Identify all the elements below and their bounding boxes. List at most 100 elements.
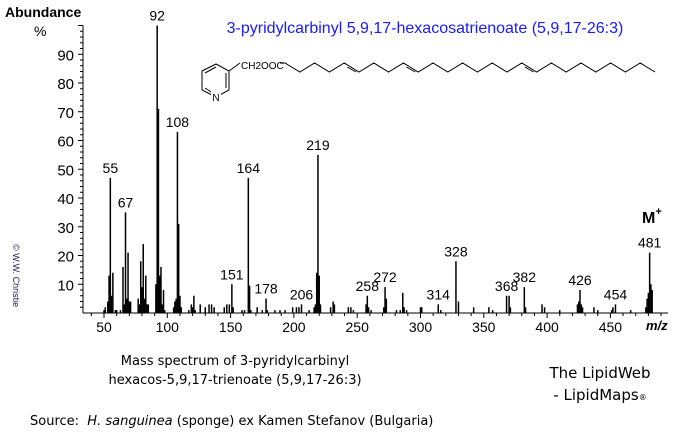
peak-mz-50 — [103, 310, 105, 313]
caption: Mass spectrum of 3-pyridylcarbinyl hexac… — [90, 352, 380, 390]
peak-label-164: 164 — [237, 160, 261, 176]
registered-mark: ® — [638, 393, 647, 402]
branding-line2: - LipidMaps — [553, 386, 639, 404]
x-tick-label: 100 — [156, 319, 180, 335]
x-tick-label: 250 — [346, 319, 370, 335]
peak-mz-107 — [175, 298, 177, 313]
peak-mz-117 — [188, 310, 190, 313]
x-tick-label: 300 — [409, 319, 433, 335]
axes: 10 20 30 40 50 60 70 80 90 50 100 150 200 250 300 350 40… — [57, 25, 668, 335]
peak-mz-258 — [366, 295, 369, 313]
peak-mz-130 — [204, 307, 207, 313]
peak-mz-257 — [365, 304, 367, 313]
peak-mz-126 — [199, 304, 201, 313]
peak-mz-231 — [332, 301, 334, 313]
peak-mz-314 — [437, 304, 439, 313]
peak-label-328: 328 — [444, 243, 468, 259]
peak-label-55: 55 — [103, 160, 119, 176]
x-tick-label: 50 — [96, 319, 112, 335]
peak-mz-273 — [385, 298, 388, 313]
peak-label-454: 454 — [604, 286, 628, 302]
peak-label-178: 178 — [254, 281, 278, 297]
peak-mz-229 — [329, 307, 332, 313]
peak-mz-70 — [128, 301, 131, 313]
peak-mz-164 — [247, 177, 250, 313]
peak-mz-342 — [472, 307, 475, 313]
peak-label-258: 258 — [356, 278, 380, 294]
peak-mz-109 — [177, 223, 180, 313]
y-tick-label: 40 — [57, 191, 74, 208]
peak-mz-204 — [298, 307, 300, 313]
peak-mz-161 — [243, 310, 246, 313]
peak-mz-93 — [157, 108, 160, 313]
chart-title: 3-pyridylcarbinyl 5,9,17-hexacosatrienoa… — [227, 20, 624, 37]
source-prefix: Source: — [30, 414, 88, 429]
peak-mz-371 — [509, 307, 512, 313]
y-tick-label: 60 — [57, 134, 74, 151]
peak-mz-133 — [208, 304, 210, 313]
peak-mz-328 — [455, 261, 457, 313]
peak-mz-166 — [250, 310, 252, 313]
peak-label-368: 368 — [495, 278, 519, 294]
peak-label-92: 92 — [149, 8, 165, 24]
peak-label-151: 151 — [220, 266, 244, 282]
peak-mz-145 — [223, 307, 226, 313]
peak-mz-218 — [315, 272, 318, 313]
caption-line1: Mass spectrum of 3-pyridylcarbinyl — [120, 354, 350, 369]
peak-mz-316 — [440, 310, 442, 313]
peak-mz-483 — [651, 290, 653, 313]
peak-mz-60 — [115, 310, 118, 313]
peak-mz-56 — [110, 295, 113, 313]
peak-label-382: 382 — [513, 269, 537, 285]
peak-mz-67 — [124, 212, 127, 313]
peak-mz-151 — [231, 284, 233, 313]
peak-mz-98 — [164, 310, 166, 313]
peak-mz-289 — [405, 310, 408, 313]
ring-nitrogen: N — [212, 93, 219, 104]
peak-mz-193 — [284, 310, 286, 313]
caption-line2: hexacos-5,9,17-trienoate (5,9,17-26:3) — [108, 373, 362, 388]
peak-mz-243 — [347, 307, 350, 313]
peak-mz-428 — [581, 307, 584, 313]
peak-mz-281 — [395, 310, 398, 313]
peak-mz-179 — [266, 310, 269, 313]
peak-mz-57 — [112, 272, 114, 313]
peak-mz-53 — [107, 301, 109, 313]
peak-mz-78 — [138, 304, 141, 313]
y-tick-label: 20 — [57, 249, 74, 266]
peak-label-219: 219 — [306, 137, 330, 153]
peak-mz-85 — [147, 304, 150, 313]
branding-line1: The LipidWeb — [549, 364, 651, 382]
peak-mz-272 — [384, 287, 386, 313]
peak-mz-437 — [593, 307, 595, 313]
peak-mz-354 — [488, 307, 490, 313]
peak-mz-452 — [612, 307, 614, 313]
y-tick-label: 30 — [57, 220, 74, 237]
y-tick-label: 80 — [57, 76, 74, 93]
peak-mz-54 — [108, 275, 110, 313]
peak-mz-92 — [156, 25, 158, 313]
peak-mz-206 — [300, 304, 303, 313]
peak-mz-122 — [194, 310, 196, 313]
peak-label-481: 481 — [638, 235, 662, 251]
peak-mz-424 — [576, 304, 579, 313]
peak-mz-71 — [129, 301, 132, 313]
peak-mz-79 — [139, 261, 142, 313]
peak-label-272: 272 — [373, 269, 397, 285]
y-tick-label: 10 — [57, 277, 74, 294]
peak-mz-110 — [179, 295, 181, 313]
peak-mz-178 — [265, 298, 267, 313]
peak-mz-149 — [228, 304, 231, 313]
x-tick-label: 150 — [219, 319, 243, 335]
ester-group-label: CH2OOC — [241, 61, 284, 72]
peak-mz-427 — [580, 304, 583, 313]
peak-mz-77 — [137, 298, 139, 313]
peak-mz-51 — [104, 307, 107, 313]
peak-mz-219 — [317, 154, 319, 313]
peak-mz-55 — [109, 177, 112, 313]
peak-mz-357 — [491, 310, 494, 313]
peak-label-67: 67 — [118, 194, 134, 210]
peak-mz-165 — [248, 285, 251, 313]
peak-mz-152 — [232, 307, 234, 313]
